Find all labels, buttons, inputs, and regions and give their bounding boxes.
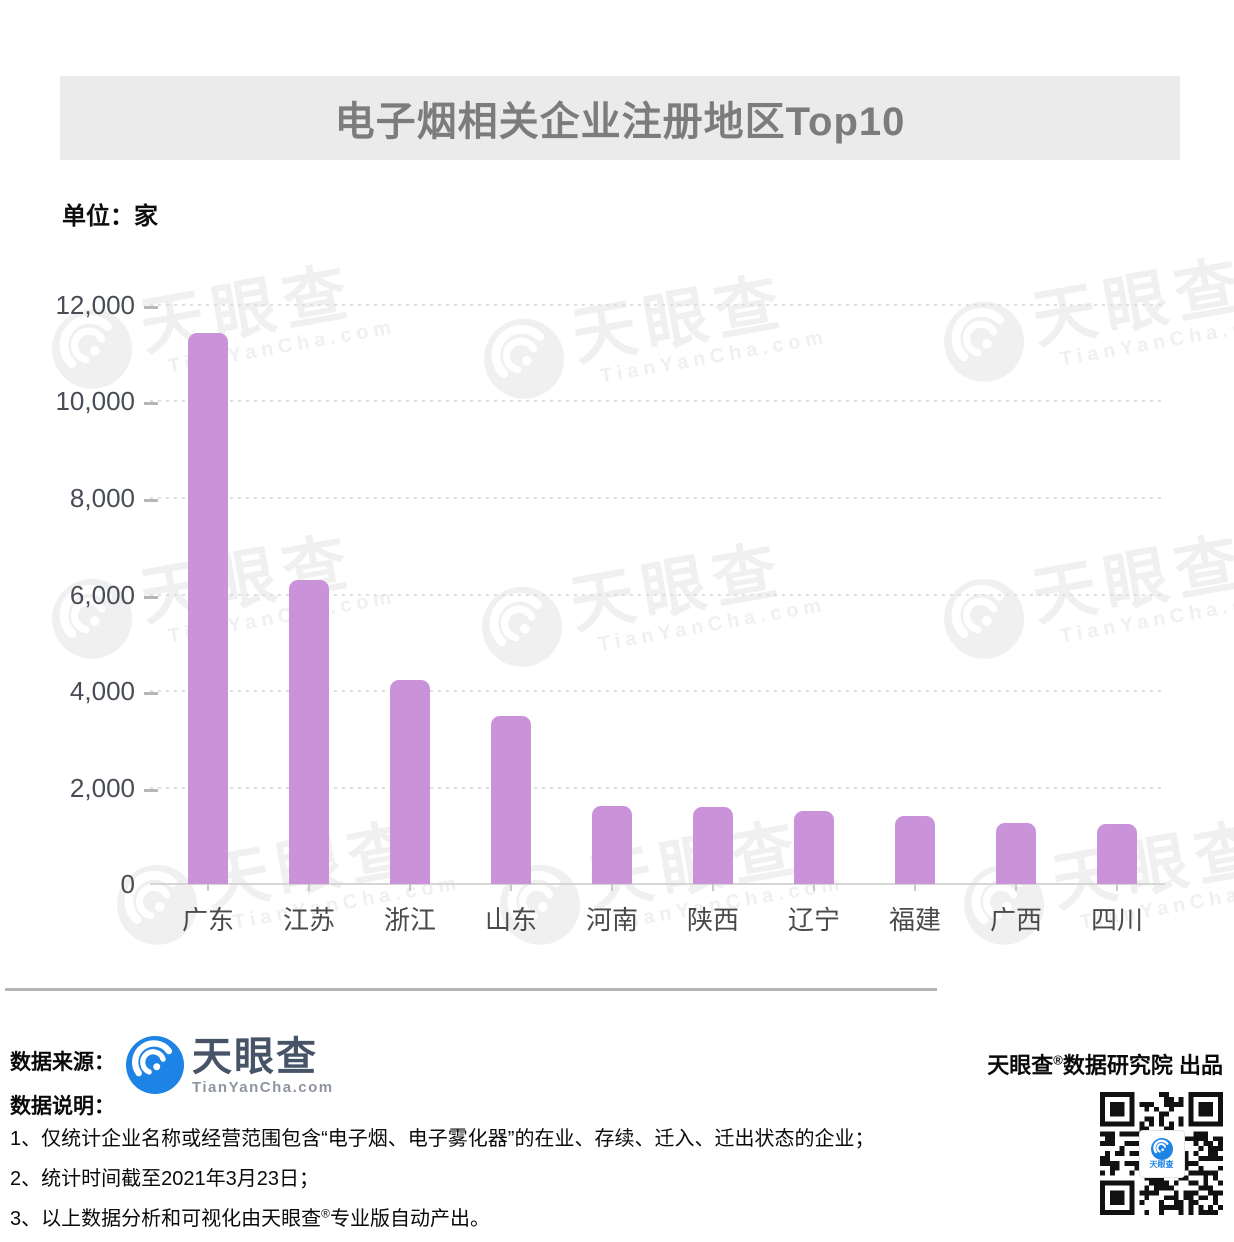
y-axis-tick-label: 6,000 [69, 579, 135, 610]
gridline [150, 400, 1165, 403]
x-axis-tick [409, 884, 411, 891]
x-axis-label: 辽宁 [787, 905, 840, 935]
y-axis-tick-label: 10,000 [55, 386, 135, 417]
x-axis-tick [1116, 884, 1118, 891]
tianyancha-logo: 天眼查 TianYanCha.com [126, 1036, 334, 1096]
note-line: 3、以上数据分析和可视化由天眼查®专业版自动产出。 [10, 1206, 490, 1230]
x-axis-baseline [150, 883, 1165, 885]
x-axis-tick [914, 884, 916, 891]
y-axis-tick [144, 691, 158, 695]
x-axis-label: 江苏 [282, 905, 335, 935]
x-axis-label: 河南 [585, 905, 638, 935]
produced-by-text: 天眼查®数据研究院 出品 [987, 1052, 1223, 1078]
title-band: 电子烟相关企业注册地区Top10 [60, 76, 1180, 160]
notes-list: 1、仅统计企业名称或经营范围包含“电子烟、电子雾化器”的在业、存续、迁入、迁出状… [10, 1122, 874, 1242]
x-axis-label: 广西 [989, 905, 1042, 935]
y-axis-tick [144, 788, 158, 792]
x-axis-tick [510, 884, 512, 891]
qr-pattern [1100, 1092, 1223, 1215]
gridline [150, 496, 1165, 499]
bar-福建 [895, 815, 935, 884]
x-axis-label: 浙江 [383, 905, 436, 935]
bar-山东 [491, 716, 531, 884]
bar-浙江 [390, 679, 430, 884]
swirl-eye-icon [51, 578, 132, 659]
y-axis-tick [144, 498, 158, 502]
bar-广西 [996, 822, 1036, 884]
x-axis-label: 福建 [888, 905, 941, 935]
bar-广东 [188, 333, 228, 884]
swirl-eye-icon [1150, 1138, 1173, 1160]
chart-title: 电子烟相关企业注册地区Top10 [334, 100, 906, 144]
x-axis-tick [207, 884, 209, 891]
y-axis-tick [144, 306, 158, 309]
x-axis-label: 陕西 [686, 905, 739, 935]
y-axis-tick-label: 2,000 [69, 772, 135, 803]
y-axis-tick-label: 8,000 [69, 482, 135, 513]
x-axis-label: 广东 [181, 905, 234, 935]
gridline [150, 304, 1165, 306]
gridline [150, 593, 1165, 596]
y-axis-tick-label: 12,000 [55, 290, 135, 320]
unit-label: 单位：家 [62, 203, 158, 230]
bar-河南 [592, 805, 632, 884]
qr-center-brand: 天眼查 [1149, 1160, 1174, 1169]
swirl-eye-icon [943, 578, 1024, 659]
swirl-eye-icon [481, 586, 562, 667]
x-axis-label: 四川 [1090, 905, 1143, 935]
tianyancha-logo-icon [126, 1036, 184, 1094]
bar-chart: 0 2,000 4,000 6,000 8,000 10,000 12,000 广东 江苏 浙江 山… [55, 290, 1165, 935]
footer-divider [5, 988, 937, 991]
bar-陕西 [693, 806, 733, 884]
note-line: 2、统计时间截至2021年3月23日； [10, 1168, 319, 1190]
notes-label: 数据说明： [10, 1095, 115, 1118]
bar-江苏 [289, 580, 329, 884]
y-axis-tick [144, 402, 158, 406]
data-source-label: 数据来源： [10, 1051, 115, 1074]
x-axis-label: 山东 [484, 905, 537, 935]
bar-辽宁 [794, 811, 834, 884]
gridline [150, 786, 1165, 789]
gridline [150, 689, 1165, 692]
logo-domain-text: TianYanCha.com [192, 1079, 334, 1096]
swirl-eye-icon [943, 301, 1024, 382]
x-axis-tick [611, 884, 613, 891]
y-axis-tick-label: 0 [120, 869, 135, 899]
y-axis-tick [144, 595, 158, 599]
y-axis-tick-label: 4,000 [69, 675, 135, 706]
qr-code: 天眼查 [1100, 1092, 1223, 1215]
x-axis-tick [712, 884, 714, 891]
swirl-eye-icon [126, 1036, 184, 1094]
logo-brand-text: 天眼查 [192, 1035, 318, 1079]
note-line: 1、仅统计企业名称或经营范围包含“电子烟、电子雾化器”的在业、存续、迁入、迁出状… [10, 1128, 875, 1150]
bar-四川 [1097, 824, 1137, 884]
x-axis-tick [813, 884, 815, 891]
qr-center-logo: 天眼查 [1138, 1129, 1185, 1178]
x-axis-tick [1015, 884, 1017, 891]
x-axis-tick [308, 884, 310, 891]
swirl-eye-icon [51, 308, 132, 389]
swirl-eye-icon [483, 318, 564, 399]
